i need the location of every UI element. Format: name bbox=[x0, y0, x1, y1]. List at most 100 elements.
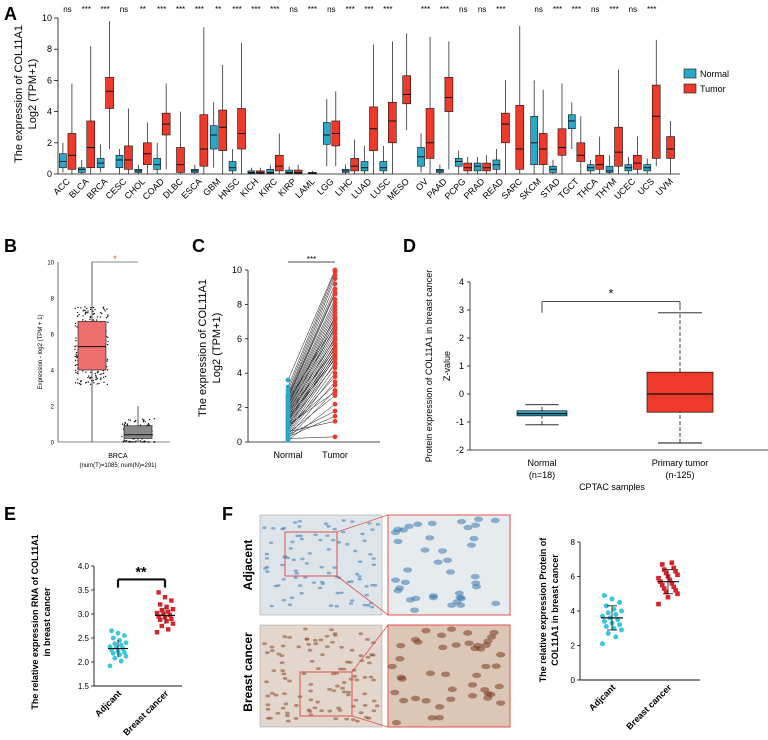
cell-nucleus bbox=[329, 628, 334, 632]
panel-c-pair-line bbox=[287, 338, 336, 412]
cell-nucleus bbox=[308, 698, 314, 702]
cell-nucleus bbox=[289, 596, 295, 600]
panel-a-tumor-box bbox=[86, 120, 96, 169]
panel-b-point bbox=[87, 312, 89, 314]
cell-nucleus bbox=[421, 627, 431, 634]
panel-b-point bbox=[99, 373, 101, 376]
panel-b-xlabel-2: (num(T)=1085; num(N)=291) bbox=[79, 463, 156, 469]
panel-b-boxplot: Expression - log2 (TPM + 1) BRCA (num(T)… bbox=[38, 254, 170, 469]
panel-a-normal-box bbox=[323, 122, 331, 145]
panel-e-ylabel-2: in breast cancer bbox=[42, 587, 52, 657]
panel-a-significance: *** bbox=[609, 5, 618, 14]
panel-b-point bbox=[92, 319, 94, 321]
cell-nucleus bbox=[365, 637, 370, 641]
legend-tumor-label: Tumor bbox=[700, 84, 726, 94]
panel-c-ylabel-2: Log2 (TPM+1) bbox=[211, 313, 223, 384]
cell-nucleus bbox=[276, 584, 281, 587]
cell-nucleus bbox=[445, 569, 455, 575]
panel-b-point bbox=[74, 355, 76, 358]
cell-nucleus bbox=[487, 634, 497, 640]
cell-nucleus bbox=[264, 680, 270, 684]
panel-b-point bbox=[147, 423, 150, 425]
panel-a-significance: *** bbox=[572, 5, 581, 14]
cell-nucleus bbox=[337, 667, 343, 671]
panel-f-adjacent-point bbox=[605, 630, 611, 636]
panel-b-point bbox=[106, 336, 109, 338]
panel-b-point bbox=[129, 419, 132, 421]
panel-f-cancer-point bbox=[665, 594, 671, 600]
cell-nucleus bbox=[312, 638, 318, 642]
cell-nucleus bbox=[297, 525, 302, 528]
panel-d-x-n: (n-125) bbox=[665, 470, 694, 480]
panel-b-point bbox=[82, 315, 84, 317]
panel-c-x-label-normal: Normal bbox=[273, 450, 302, 460]
panel-b-signif: * bbox=[113, 254, 117, 264]
panel-b-point bbox=[143, 441, 146, 443]
panel-e-cancer-point bbox=[158, 602, 163, 607]
panel-d-x-n: (n=18) bbox=[529, 470, 555, 480]
panel-b-point bbox=[100, 378, 102, 381]
panel-a-significance: *** bbox=[100, 5, 109, 14]
cell-nucleus bbox=[472, 672, 482, 679]
panel-b-point bbox=[90, 306, 92, 309]
panel-f-adjacent-point bbox=[611, 625, 617, 631]
panel-a-significance: *** bbox=[195, 5, 204, 14]
panel-a-tumor-box bbox=[651, 84, 661, 159]
cell-nucleus bbox=[276, 652, 282, 656]
panel-b-point bbox=[77, 382, 79, 384]
cell-nucleus bbox=[330, 640, 335, 644]
panel-c-tumor-point bbox=[332, 300, 338, 306]
panel-a-significance: *** bbox=[345, 5, 354, 14]
cell-nucleus bbox=[315, 700, 320, 704]
panel-a-x-tick-label: UCS bbox=[636, 176, 657, 197]
cell-nucleus bbox=[350, 520, 355, 523]
panel-f-adjacent-point bbox=[603, 624, 609, 630]
cell-nucleus bbox=[357, 575, 362, 578]
cell-nucleus bbox=[457, 595, 467, 602]
panel-f-cancer-point bbox=[656, 575, 661, 581]
panel-f-cancer-point bbox=[660, 582, 665, 588]
panel-b-point bbox=[139, 440, 141, 442]
cell-nucleus bbox=[342, 690, 347, 694]
panel-a-tumor-box bbox=[218, 109, 228, 151]
panel-b-point bbox=[107, 340, 109, 343]
panel-f-adjacent-point bbox=[619, 608, 624, 614]
panel-a-legend: Normal Tumor bbox=[683, 68, 729, 94]
cell-nucleus bbox=[269, 691, 275, 695]
cell-nucleus bbox=[293, 576, 298, 579]
cell-nucleus bbox=[369, 605, 375, 609]
cell-nucleus bbox=[438, 644, 448, 651]
cell-nucleus bbox=[319, 565, 324, 569]
cell-nucleus bbox=[298, 534, 303, 538]
cell-nucleus bbox=[371, 563, 376, 567]
panel-a-tumor-box bbox=[501, 112, 510, 144]
panel-e-x-label: Adjcant bbox=[93, 688, 123, 718]
panel-b-point bbox=[93, 382, 95, 384]
cell-nucleus bbox=[395, 656, 405, 662]
panel-f-cancer-point bbox=[667, 577, 673, 583]
cell-nucleus bbox=[280, 563, 285, 567]
panel-c-pair-line bbox=[287, 381, 336, 438]
cell-nucleus bbox=[336, 540, 342, 544]
panel-c-signif: *** bbox=[307, 255, 316, 264]
panel-a-y-tick-label: 8 bbox=[47, 44, 52, 54]
panel-a-tumor-box bbox=[425, 108, 435, 159]
cell-nucleus bbox=[324, 634, 330, 638]
panel-a-tumor-box bbox=[402, 75, 411, 105]
panel-f-adjacent-point bbox=[601, 618, 607, 624]
panel-a-significance: ns bbox=[327, 5, 335, 14]
cell-nucleus bbox=[400, 579, 410, 585]
panel-f-scatter: The relative expression Protein of COL11… bbox=[538, 537, 700, 732]
panel-b-point bbox=[82, 319, 84, 321]
cell-nucleus bbox=[399, 697, 409, 704]
cell-nucleus bbox=[332, 632, 338, 636]
cell-nucleus bbox=[446, 626, 457, 632]
cell-nucleus bbox=[489, 629, 499, 636]
panel-c-normal-point bbox=[285, 436, 291, 441]
panel-b-point bbox=[100, 377, 102, 379]
cell-nucleus bbox=[348, 602, 354, 605]
panel-e-cancer-point bbox=[156, 590, 161, 595]
panel-e-adjacent-point bbox=[118, 642, 124, 648]
cell-nucleus bbox=[387, 663, 397, 670]
panel-b-y-tick-label: 4 bbox=[51, 369, 55, 375]
